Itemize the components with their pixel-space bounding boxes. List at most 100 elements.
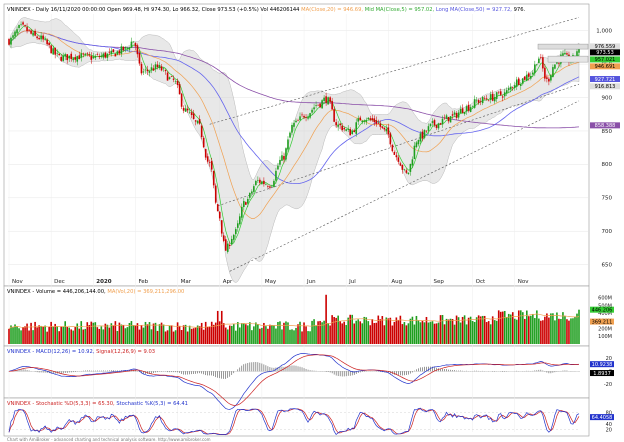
candle-body xyxy=(455,113,458,118)
candle-body xyxy=(24,25,26,27)
candle-body xyxy=(431,121,434,123)
volume-bar xyxy=(32,330,34,344)
volume-bar xyxy=(311,320,313,344)
volume-bar xyxy=(170,325,173,344)
volume-bar xyxy=(243,323,245,344)
volume-bar xyxy=(188,325,191,344)
candle-body xyxy=(78,55,81,60)
candle-body xyxy=(192,113,195,119)
macd-tag-label: 1.8937 xyxy=(593,371,611,377)
candle-body xyxy=(469,107,472,112)
candle-body xyxy=(136,45,139,55)
volume-bar xyxy=(269,324,271,344)
volume-bar xyxy=(16,326,18,344)
volume-bar xyxy=(323,320,325,344)
volume-tag-label: 369.211 xyxy=(592,319,613,325)
volume-bar xyxy=(50,321,52,344)
volume-bar xyxy=(80,321,83,344)
candle-body xyxy=(393,151,396,155)
candle-body xyxy=(38,38,40,40)
volume-bar xyxy=(90,321,93,344)
signal-line xyxy=(8,354,580,406)
candle-body xyxy=(389,133,392,145)
volume-bar xyxy=(110,323,113,344)
candle-body xyxy=(208,162,211,163)
volume-bar xyxy=(305,326,307,344)
volume-bar xyxy=(263,322,265,344)
candle-body xyxy=(443,117,446,119)
candle-body xyxy=(112,49,115,53)
ma50-line xyxy=(8,30,580,184)
volume-bar xyxy=(451,319,454,344)
volume-tag-label: 446.206 xyxy=(592,307,613,313)
candle-body xyxy=(445,115,448,119)
candle-body xyxy=(128,47,131,50)
volume-ma-label: MA(Vol,20) = 369,211,296.00 xyxy=(107,289,184,295)
volume-bar xyxy=(363,316,366,344)
volume-bar xyxy=(230,325,233,344)
volume-bar xyxy=(68,327,71,344)
volume-bar xyxy=(546,313,548,344)
volume-bar xyxy=(232,324,235,344)
candle-body xyxy=(106,53,109,58)
volume-bar xyxy=(475,317,478,344)
candle-body xyxy=(409,163,412,172)
candle-body xyxy=(558,62,560,64)
volume-bar xyxy=(421,320,424,344)
volume-bar xyxy=(297,324,299,344)
candle-body xyxy=(267,186,269,187)
volume-bar xyxy=(550,313,552,344)
volume-bar xyxy=(160,322,163,344)
volume-bar xyxy=(505,317,508,344)
price-tag-bg xyxy=(590,76,620,83)
volume-bar xyxy=(425,316,428,344)
candle-body xyxy=(180,93,183,107)
volume-bar xyxy=(329,325,331,344)
price-tag-label: 976.559 xyxy=(595,44,616,50)
candle-body xyxy=(200,125,203,138)
volume-bar xyxy=(556,312,558,344)
candle-body xyxy=(96,54,99,55)
candle-body xyxy=(337,124,339,127)
volume-bar xyxy=(367,321,370,344)
candle-body xyxy=(265,184,267,186)
candle-body xyxy=(517,78,520,85)
macd-tag-label: 10.9238 xyxy=(592,362,613,368)
volume-bar xyxy=(443,324,446,344)
candle-body xyxy=(295,120,297,123)
volume-bar xyxy=(56,326,58,344)
volume-bar xyxy=(554,320,556,344)
candle-body xyxy=(405,170,408,173)
volume-ma-line xyxy=(8,313,580,330)
candle-body xyxy=(465,106,468,112)
candle-body xyxy=(228,244,231,246)
volume-panel xyxy=(8,294,580,344)
candle-body xyxy=(421,131,424,139)
volume-bar xyxy=(359,321,362,344)
candle-body xyxy=(84,53,87,55)
volume-bar xyxy=(377,315,380,344)
candle-body xyxy=(22,22,24,25)
volume-bar xyxy=(427,322,430,344)
resistance-zone xyxy=(537,43,589,50)
candle-body xyxy=(546,77,548,79)
price-tag-bg xyxy=(590,122,620,129)
volume-bar xyxy=(552,313,554,344)
volume-bar xyxy=(98,328,101,344)
volume-bar xyxy=(150,329,153,344)
volume-bar xyxy=(341,323,343,344)
candle-body xyxy=(104,52,107,58)
candle-body xyxy=(437,123,440,129)
candle-body xyxy=(10,37,12,45)
trend-channel-line xyxy=(217,83,580,207)
volume-bar xyxy=(88,325,91,344)
volume-bar xyxy=(351,314,354,344)
volume-bar xyxy=(542,320,544,344)
volume-bar xyxy=(469,316,472,344)
volume-bar xyxy=(303,322,305,344)
volume-bar xyxy=(455,315,458,344)
volume-bar xyxy=(267,328,269,344)
volume-bar xyxy=(62,326,64,344)
volume-bar xyxy=(208,326,211,344)
candle-body xyxy=(12,35,14,38)
